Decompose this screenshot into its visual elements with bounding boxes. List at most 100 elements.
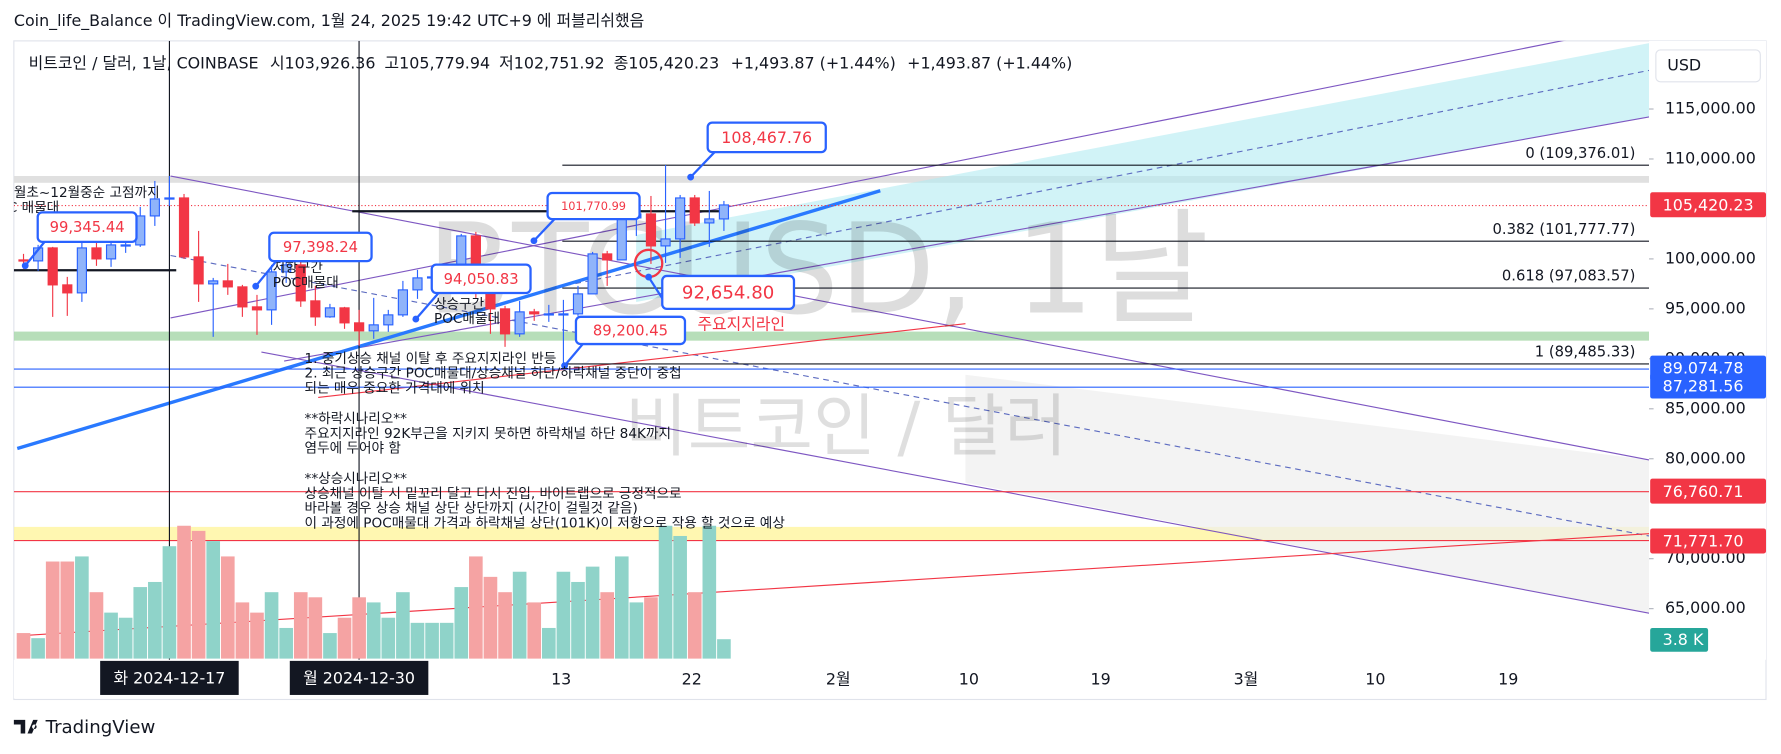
up-channel-top xyxy=(170,40,1565,319)
candle-body xyxy=(105,244,117,260)
callout-pointer xyxy=(414,292,440,320)
legend-low-label: 저 xyxy=(499,53,514,72)
annotation: 월초~12월중순 고점까지 xyxy=(14,185,160,201)
volume-bar xyxy=(585,566,600,659)
candle-body xyxy=(499,308,511,335)
header: Coin_life_Balance 이 TradingView.com, 1월 … xyxy=(14,11,644,31)
candle-body xyxy=(514,311,525,335)
date-highlight-label: 화 2024-12-17 xyxy=(113,669,225,688)
candle-body xyxy=(645,213,657,247)
volume-bar xyxy=(527,602,542,659)
fib-label: 0 (109,376.01) xyxy=(1525,145,1635,162)
note-line: 바라볼 경우 상승 채널 상단 상단까지 (시간이 걸릴것 같음) xyxy=(305,501,638,517)
callout-dot xyxy=(687,173,695,181)
volume-bar xyxy=(366,602,381,659)
legend-change-repeat: +1,493.87 (+1.44%) xyxy=(907,53,1072,72)
candle-body xyxy=(368,324,379,332)
callout-dot xyxy=(645,273,653,281)
volume-bar xyxy=(571,581,585,659)
x-tick-label: 2월 xyxy=(826,670,851,689)
candle-body xyxy=(164,197,175,200)
callout-dot xyxy=(21,262,29,270)
candle-body xyxy=(76,247,87,294)
price-tag-label: 105,420.23 xyxy=(1663,195,1754,214)
x-tick-label: 10 xyxy=(959,670,979,689)
candle-body xyxy=(660,238,671,247)
callout-pointer xyxy=(563,343,584,367)
candle-body xyxy=(602,253,613,261)
date-highlight-label: 월 2024-12-30 xyxy=(303,669,415,688)
price-tag xyxy=(1650,373,1767,399)
legend-open: 103,926.36 xyxy=(285,53,376,72)
volume-bar xyxy=(410,622,425,659)
candle-body xyxy=(222,280,233,288)
note-line: 2. 최근 상승구간 POC매물대/상승채널 하단/하락채널 중단이 중첩 xyxy=(305,366,682,382)
volume-bar xyxy=(381,617,396,659)
trend-line xyxy=(16,189,881,451)
date-highlight xyxy=(100,660,239,695)
note-line: **상승시나리오** xyxy=(305,471,408,487)
callout-dot xyxy=(252,282,260,290)
candle-body xyxy=(397,289,409,316)
volume-bar xyxy=(454,587,469,659)
candle-body xyxy=(310,300,321,318)
candle-body xyxy=(47,247,58,286)
up-channel-mid xyxy=(545,69,1650,291)
callout-pointer xyxy=(254,260,278,287)
candle-body xyxy=(383,314,394,326)
price-tag-label: 76,760.71 xyxy=(1663,482,1744,501)
candle-body xyxy=(675,197,686,240)
candle-body xyxy=(91,247,102,260)
y-tick-label: 65,000.00 xyxy=(1665,598,1746,617)
price-tag-label: 87,281.56 xyxy=(1663,377,1744,396)
callout-label: 94,050.83 xyxy=(444,271,519,288)
callout-pointer xyxy=(533,218,556,242)
candle-body xyxy=(354,322,365,332)
callout-label: 97,398.24 xyxy=(283,239,358,256)
volume-bar xyxy=(31,638,45,659)
volume-bar xyxy=(717,639,731,659)
candle-body xyxy=(616,217,627,261)
callout-pointer xyxy=(689,151,716,178)
callout-label: 99,345.44 xyxy=(50,219,125,236)
price-tag-label: 89,074.78 xyxy=(1663,359,1744,378)
x-tick-label: 22 xyxy=(682,670,702,689)
watermark-symbol: BTCUSD, 1날 xyxy=(427,197,1209,342)
y-tick-label: 80,000.00 xyxy=(1665,448,1746,467)
red-trend xyxy=(318,323,966,399)
candle-body xyxy=(193,256,204,285)
down-channel-top xyxy=(170,175,1650,461)
legend-high: 105,779.94 xyxy=(399,53,490,72)
callout-box xyxy=(706,121,827,154)
callout-label: 108,467.76 xyxy=(721,128,812,147)
volume-bar xyxy=(235,602,250,659)
fib-label: 0.618 (97,083.57) xyxy=(1502,268,1635,285)
candle-body xyxy=(529,311,540,315)
candle-body xyxy=(295,264,306,302)
candle-body xyxy=(412,277,423,291)
legend-symbol: 비트코인 / 달러, 1날, COINBASE xyxy=(29,53,259,72)
annotation: 저항구간 xyxy=(273,260,324,276)
volume-bar xyxy=(89,592,104,659)
volume-bar xyxy=(308,597,323,659)
down-channel-fill xyxy=(965,374,1650,614)
candle-body xyxy=(543,313,554,316)
y-tick-label: 100,000.00 xyxy=(1665,248,1756,267)
price-tag xyxy=(1650,528,1767,554)
volume-bar xyxy=(483,576,498,659)
note-line: **하락시나리오** xyxy=(305,411,408,427)
x-tick-label: 3월 xyxy=(1234,670,1259,689)
note-line: 이 과정에 POC매물대 가격과 하락채널 상단(101K)이 저항으로 작용 … xyxy=(305,515,786,531)
candle-body xyxy=(251,306,263,311)
callout-box xyxy=(546,191,641,221)
x-tick-label: 19 xyxy=(1498,670,1518,689)
candle-body xyxy=(281,264,292,273)
y-tick-label: 85,000.00 xyxy=(1665,398,1746,417)
candle-body xyxy=(704,218,715,224)
candle-body xyxy=(324,307,336,318)
callout-box xyxy=(661,274,796,311)
note-line: 염두에 두어야 함 xyxy=(305,441,402,457)
volume-bar xyxy=(600,592,614,659)
volume-bar xyxy=(673,535,687,659)
gray-band xyxy=(13,176,1650,183)
